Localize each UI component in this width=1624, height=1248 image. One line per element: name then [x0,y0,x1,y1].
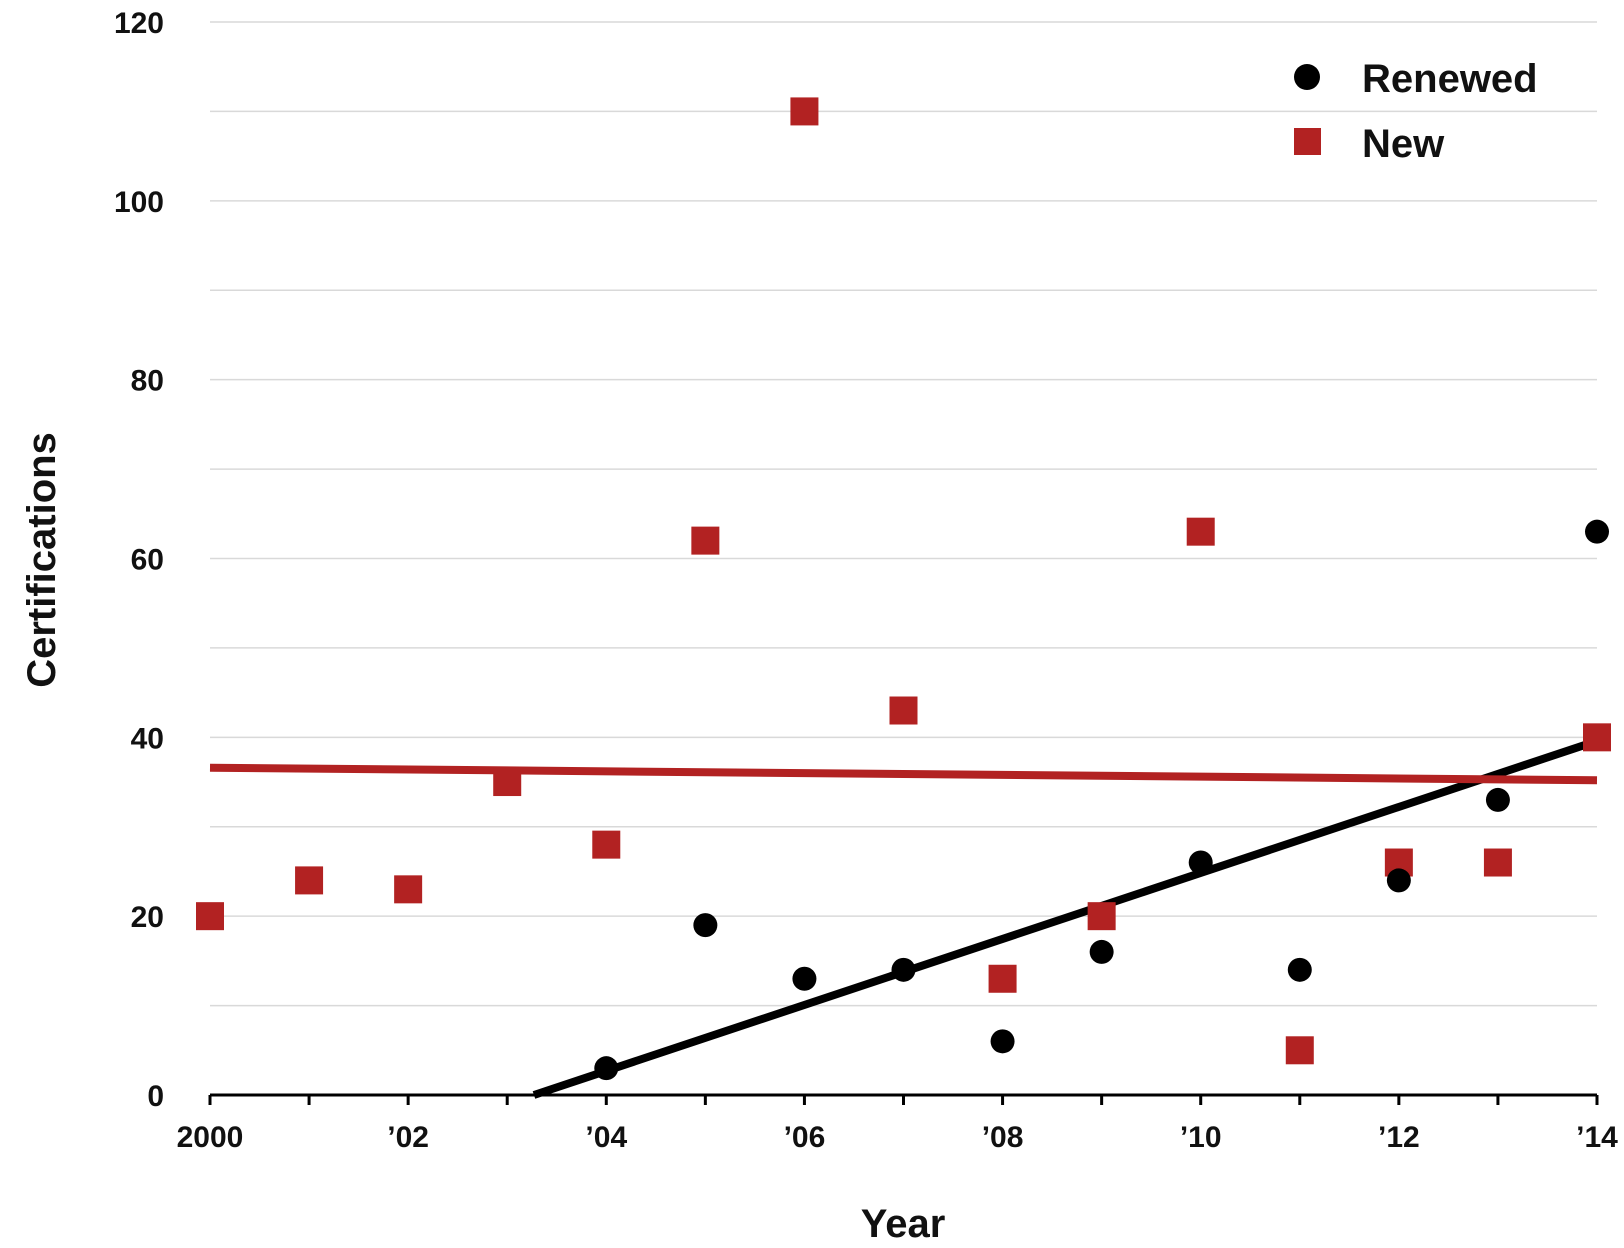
y-tick-label-0: 0 [147,1080,164,1113]
point-new-2014 [1583,723,1611,752]
x-tick-label-2010: ’10 [1180,1121,1222,1154]
point-renewed-2010 [1188,850,1213,875]
point-new-2008 [988,964,1017,993]
trend-lines [209,737,1599,1099]
x-tick-label-2004: ’04 [585,1121,627,1154]
legend-marker-new [1294,128,1321,155]
point-new-2003 [493,768,522,797]
point-renewed-2007 [891,957,916,982]
trend-line-renewed [532,737,1599,1099]
x-axis: 2000 ’02 ’04 ’06 ’08 ’10 ’12 ’14 [177,1093,1618,1154]
legend: Renewed New [1294,57,1538,166]
grid-lines [210,21,1597,1007]
y-tick-label-80: 80 [131,365,164,398]
y-tick-label-120: 120 [114,7,164,40]
point-new-2013 [1483,848,1512,877]
point-new-2004 [592,830,621,859]
x-tick-label-2008: ’08 [982,1121,1024,1154]
legend-label-new: New [1362,122,1445,166]
y-tick-label-40: 40 [131,722,164,755]
x-tick-label-2000: 2000 [177,1121,244,1154]
legend-marker-renewed [1294,64,1320,90]
point-new-2010 [1186,517,1215,546]
point-new-2002 [394,875,423,904]
point-renewed-2004 [594,1056,619,1081]
point-renewed-2005 [693,913,718,938]
point-new-2006 [790,97,819,126]
point-renewed-2008 [990,1029,1015,1054]
x-axis-title: Year [861,1202,946,1246]
legend-label-renewed: Renewed [1362,57,1538,101]
point-renewed-2011 [1287,957,1312,982]
point-renewed-2009 [1089,939,1114,964]
point-new-2009 [1087,902,1116,931]
trend-line-new [209,763,1598,785]
point-new-2000 [196,902,224,931]
y-tick-label-100: 100 [114,186,164,219]
y-axis-title: Certifications [20,432,64,688]
point-renewed-2014 [1585,519,1609,544]
y-tick-label-20: 20 [131,901,164,934]
point-renewed-2012 [1386,868,1411,893]
point-new-2005 [691,526,720,555]
point-new-2007 [889,696,918,725]
x-tick-label-2012: ’12 [1378,1121,1420,1154]
point-new-2011 [1285,1036,1314,1065]
point-new-2001 [295,866,324,895]
x-tick-label-2006: ’06 [784,1121,826,1154]
y-tick-label-60: 60 [131,544,164,577]
point-renewed-2013 [1485,787,1510,812]
data-points [196,97,1611,1081]
y-axis-ticks: 0 20 40 60 80 100 120 [114,7,164,1113]
x-tick-label-2014: ’14 [1576,1121,1618,1154]
x-tick-label-2002: ’02 [387,1121,429,1154]
point-renewed-2006 [792,966,817,991]
